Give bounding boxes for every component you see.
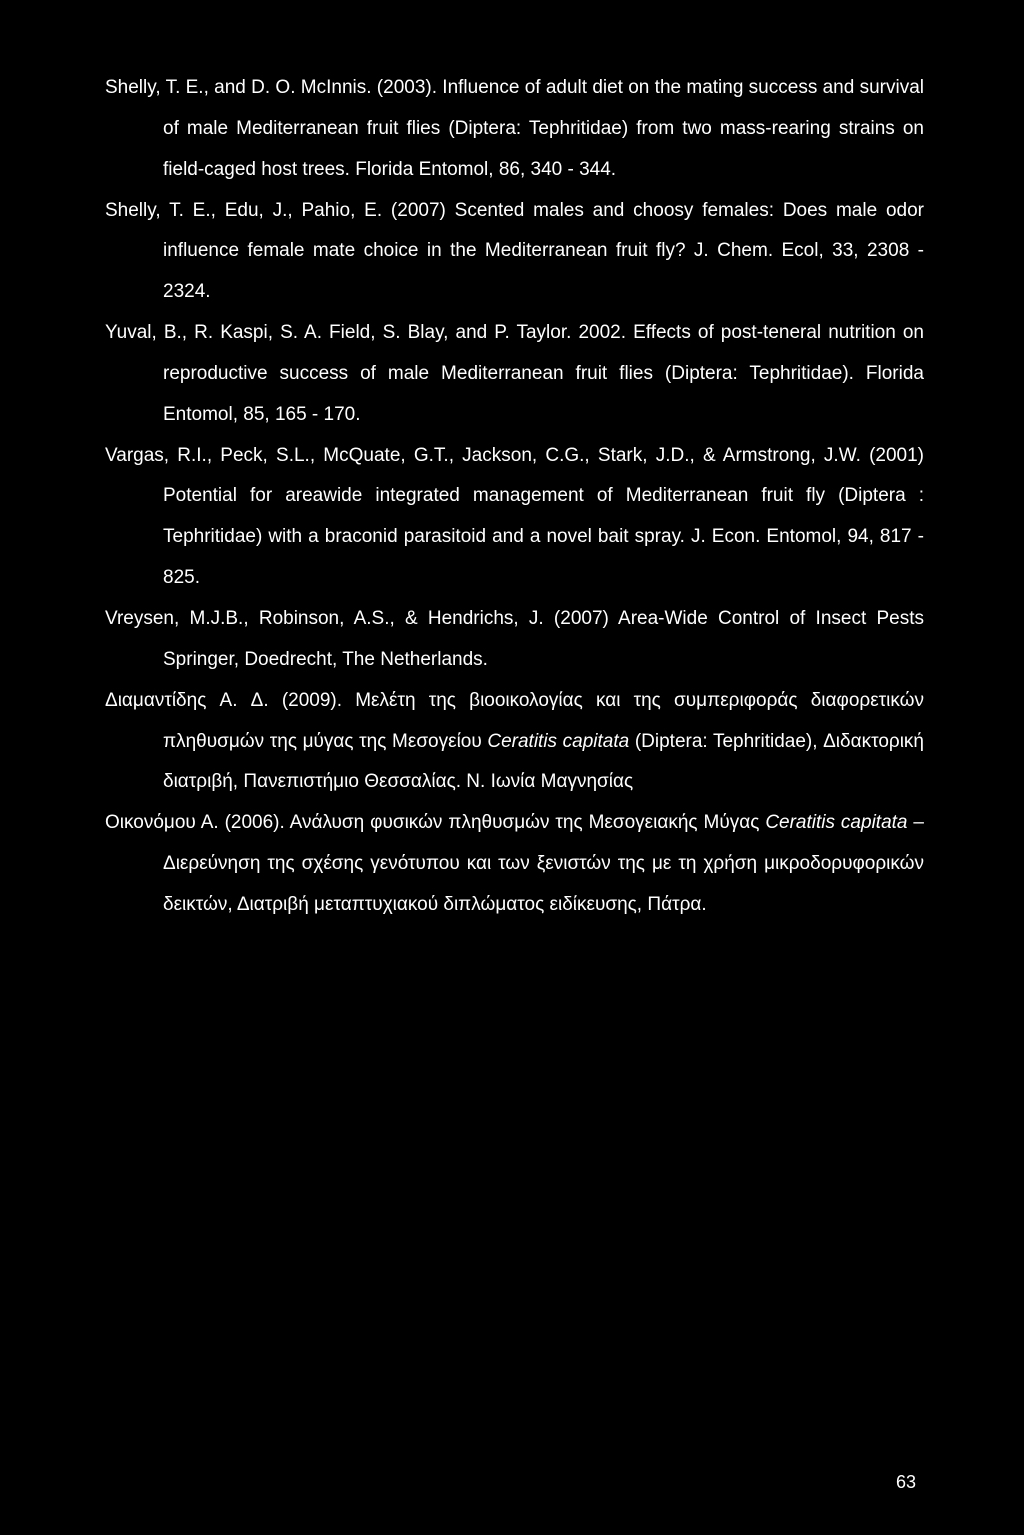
reference-entry: Vargas, R.I., Peck, S.L., McQuate, G.T.,… <box>105 436 924 599</box>
references-list: Shelly, T. E., and D. O. McInnis. (2003)… <box>105 68 924 926</box>
reference-text: Vargas, R.I., Peck, S.L., McQuate, G.T.,… <box>105 445 924 589</box>
reference-text: Shelly, T. E., and D. O. McInnis. (2003)… <box>105 77 924 180</box>
page-number: 63 <box>896 1472 916 1493</box>
reference-text: Vreysen, M.J.B., Robinson, A.S., & Hendr… <box>105 608 924 670</box>
reference-entry: Shelly, T. E., Edu, J., Pahio, E. (2007)… <box>105 191 924 314</box>
reference-entry: Διαμαντίδης A. Δ. (2009). Μελέτη της βιο… <box>105 681 924 804</box>
reference-entry: Shelly, T. E., and D. O. McInnis. (2003)… <box>105 68 924 191</box>
reference-entry: Οικονόμου Α. (2006). Ανάλυση φυσικών πλη… <box>105 803 924 926</box>
reference-entry: Yuval, B., R. Kaspi, S. A. Field, S. Bla… <box>105 313 924 436</box>
reference-italic: Ceratitis capitata <box>765 812 907 833</box>
reference-prefix: Οικονόμου Α. (2006). Ανάλυση φυσικών πλη… <box>105 812 765 833</box>
reference-entry: Vreysen, M.J.B., Robinson, A.S., & Hendr… <box>105 599 924 681</box>
reference-italic: Ceratitis capitata <box>487 731 629 752</box>
reference-text: Yuval, B., R. Kaspi, S. A. Field, S. Bla… <box>105 322 924 425</box>
reference-text: Shelly, T. E., Edu, J., Pahio, E. (2007)… <box>105 200 924 303</box>
